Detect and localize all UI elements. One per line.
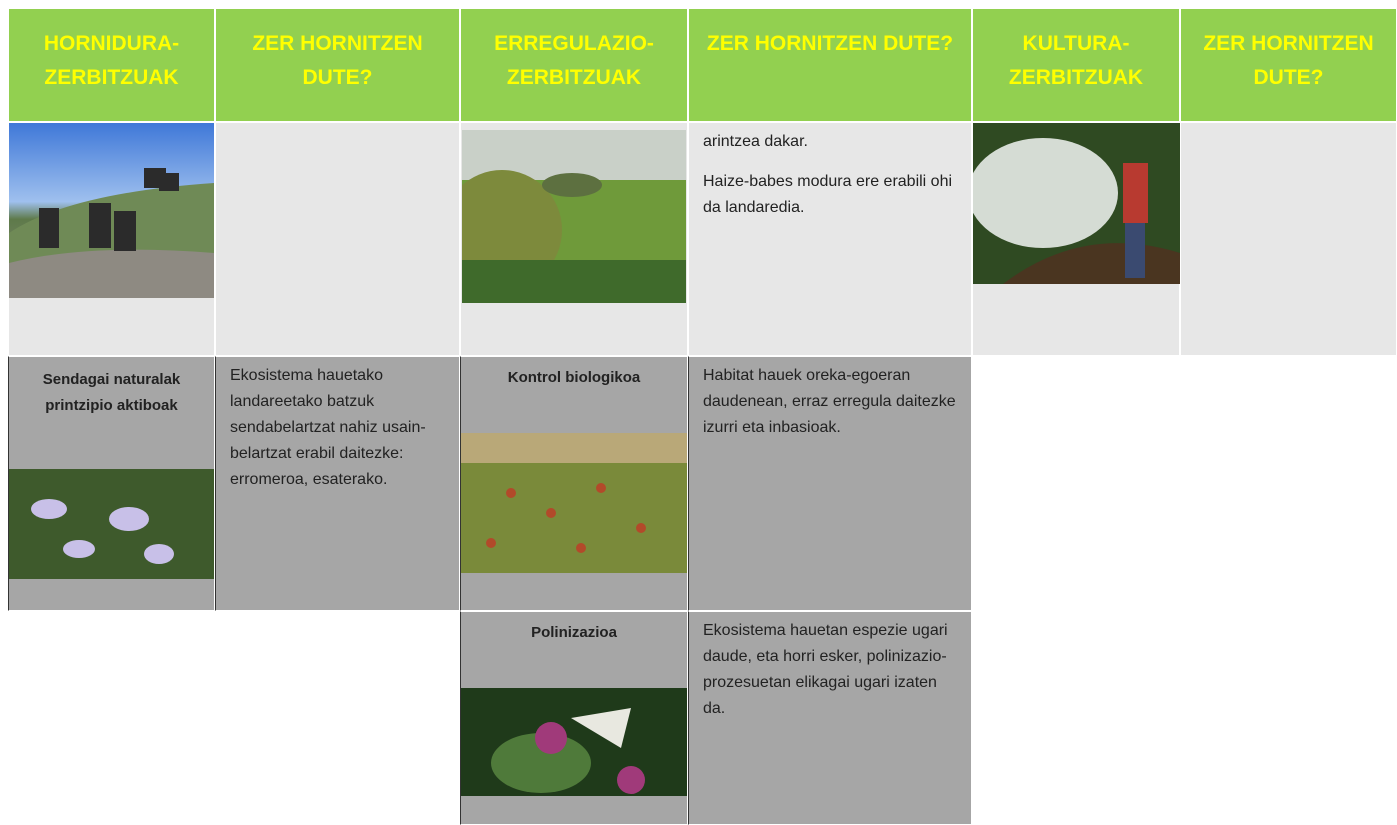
header-cell: ZER HORNITZEN DUTE? <box>215 8 460 122</box>
header-cell: ZER HORNITZEN DUTE? <box>1180 8 1397 122</box>
cell-text: arintzea dakar. <box>703 129 957 155</box>
cell: Habitat hauek oreka-egoeran daudenean, e… <box>688 356 972 611</box>
cell: Ekosistema hauetako landareetako batzuk … <box>215 356 460 611</box>
cell: Polinizazioa <box>460 611 688 825</box>
page: HORNIDURA-ZERBITZUAK ZER HORNITZEN DUTE?… <box>0 0 1397 825</box>
cell-title: Kontrol biologikoa <box>461 357 687 399</box>
meadow-image <box>462 130 686 303</box>
cell <box>972 122 1180 356</box>
cell <box>460 122 688 356</box>
header-cell: ERREGULAZIO-ZERBITZUAK <box>460 8 688 122</box>
smoke-image <box>973 123 1180 284</box>
cell: arintzea dakar. Haize-babes modura ere e… <box>688 122 972 356</box>
header-cell: HORNIDURA-ZERBITZUAK <box>8 8 215 122</box>
goats-image <box>9 123 214 298</box>
cell <box>1180 122 1397 356</box>
cell-text: Haize-babes modura ere erabili ohi da la… <box>703 169 957 221</box>
cell <box>215 122 460 356</box>
cell: Ekosistema hauetan espezie ugari daude, … <box>688 611 972 825</box>
cell: Kontrol biologikoa <box>460 356 688 611</box>
shrub-image <box>461 433 687 573</box>
butterfly-image <box>461 688 687 796</box>
cell <box>8 122 215 356</box>
cell-title: Sendagai naturalak printzipio aktiboak <box>9 357 214 429</box>
cell-title: Polinizazioa <box>461 612 687 654</box>
header-cell: KULTURA-ZERBITZUAK <box>972 8 1180 122</box>
rosemary-image <box>9 469 214 579</box>
cell: Sendagai naturalak printzipio aktiboak <box>8 356 215 611</box>
header-cell: ZER HORNITZEN DUTE? <box>688 8 972 122</box>
